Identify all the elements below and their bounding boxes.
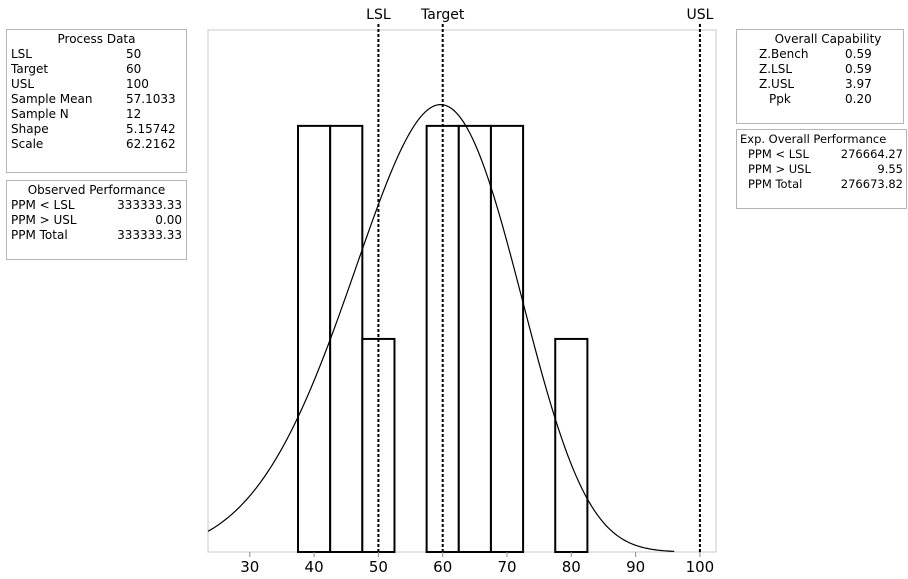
x-tick-label: 80: [562, 558, 581, 576]
x-tick-label: 50: [369, 558, 388, 576]
row-value: 0.59: [845, 47, 872, 61]
histogram-bars: [297, 124, 589, 553]
row-value: 60: [126, 62, 142, 76]
observed-performance-panel: Observed Performance PPM < LSL 333333.33 …: [6, 180, 187, 260]
histogram-bar: [297, 124, 332, 553]
row-label: PPM < LSL: [748, 147, 809, 161]
row-value: 9.55: [877, 162, 903, 176]
histogram-bar: [329, 124, 364, 553]
row-label: Sample N: [11, 107, 69, 121]
exp-row-ppm-total: PPM Total 276673.82: [740, 177, 903, 192]
row-label: PPM Total: [748, 177, 803, 191]
x-axis: 30 40 50 60 70 80 90 100: [240, 552, 714, 576]
spec-lines: LSL Target USL: [366, 7, 714, 552]
row-label: Sample Mean: [11, 92, 93, 106]
row-label: PPM < LSL: [11, 198, 75, 212]
overall-capability-title: Overall Capability: [774, 32, 882, 46]
row-label: Target: [11, 62, 49, 76]
row-value: 5.15742: [126, 122, 176, 136]
process-data-row-scale: Scale 62.2162: [11, 137, 182, 152]
row-label: PPM Total: [11, 228, 68, 242]
row-value: 333333.33: [117, 228, 182, 242]
row-label: Ppk: [769, 92, 791, 106]
row-value: 57.1033: [126, 92, 176, 106]
row-label: LSL: [11, 47, 32, 61]
spec-label-usl: USL: [686, 7, 713, 23]
row-value: 100: [126, 77, 149, 91]
process-data-row-lsl: LSL 50: [11, 47, 182, 62]
exp-overall-performance-title: Exp. Overall Performance: [740, 132, 887, 146]
capability-row-ppk: Ppk 0.20: [759, 92, 897, 107]
row-label: PPM > USL: [748, 162, 811, 176]
exp-row-ppm-usl: PPM > USL 9.55: [740, 162, 903, 177]
row-label: USL: [11, 77, 35, 91]
exp-overall-performance-panel: Exp. Overall Performance PPM < LSL 276664…: [736, 129, 907, 209]
row-value: 0.00: [155, 213, 182, 227]
spec-label-target: Target: [420, 7, 465, 23]
row-label: Z.LSL: [759, 62, 793, 76]
fitted-distribution-curve: [207, 103, 675, 552]
row-label: Z.USL: [759, 77, 795, 91]
histogram-bar: [489, 124, 525, 553]
overall-capability-panel: Overall Capability Z.Bench 0.59 Z.LSL 0.59…: [736, 29, 904, 124]
x-tick-label: 40: [305, 558, 324, 576]
process-data-row-usl: USL 100: [11, 77, 182, 92]
observed-row-ppm-usl: PPM > USL 0.00: [11, 213, 182, 228]
process-data-title: Process Data: [57, 32, 136, 46]
process-data-row-shape: Shape 5.15742: [11, 122, 182, 137]
x-tick-label: 70: [497, 558, 516, 576]
row-value: 50: [126, 47, 142, 61]
row-value: 0.59: [845, 62, 872, 76]
x-tick-label: 60: [433, 558, 452, 576]
row-label: Z.Bench: [759, 47, 809, 61]
spec-label-lsl: LSL: [366, 7, 391, 23]
capability-row-zusl: Z.USL 3.97: [759, 77, 897, 92]
observed-performance-title: Observed Performance: [27, 183, 166, 197]
x-tick-label: 100: [686, 558, 715, 576]
capability-row-zbench: Z.Bench 0.59: [759, 47, 897, 62]
row-value: 3.97: [845, 77, 872, 91]
row-label: PPM > USL: [11, 213, 77, 227]
x-tick-label: 30: [240, 558, 259, 576]
exp-row-ppm-lsl: PPM < LSL 276664.27: [740, 147, 903, 162]
process-data-row-sample-mean: Sample Mean 57.1033: [11, 92, 182, 107]
capability-row-zlsl: Z.LSL 0.59: [759, 62, 897, 77]
process-data-rows: LSL 50 Target 60 USL 100 Sample Mean 57.1033…: [11, 47, 182, 152]
row-label: Shape: [11, 122, 49, 136]
process-data-row-target: Target 60: [11, 62, 182, 77]
row-label: Scale: [11, 137, 44, 151]
row-value: 276664.27: [840, 147, 903, 161]
row-value: 0.20: [845, 92, 872, 106]
observed-row-ppm-total: PPM Total 333333.33: [11, 228, 182, 243]
row-value: 276673.82: [840, 177, 903, 191]
row-value: 62.2162: [126, 137, 176, 151]
observed-row-ppm-lsl: PPM < LSL 333333.33: [11, 198, 182, 213]
row-value: 333333.33: [117, 198, 182, 212]
histogram-bar: [457, 124, 492, 553]
process-data-row-sample-n: Sample N 12: [11, 107, 182, 122]
histogram-bar: [554, 337, 589, 553]
x-tick-label: 90: [626, 558, 645, 576]
row-value: 12: [126, 107, 142, 121]
process-data-panel: Process Data LSL 50 Target 60 USL 100 Sampl…: [6, 29, 187, 173]
